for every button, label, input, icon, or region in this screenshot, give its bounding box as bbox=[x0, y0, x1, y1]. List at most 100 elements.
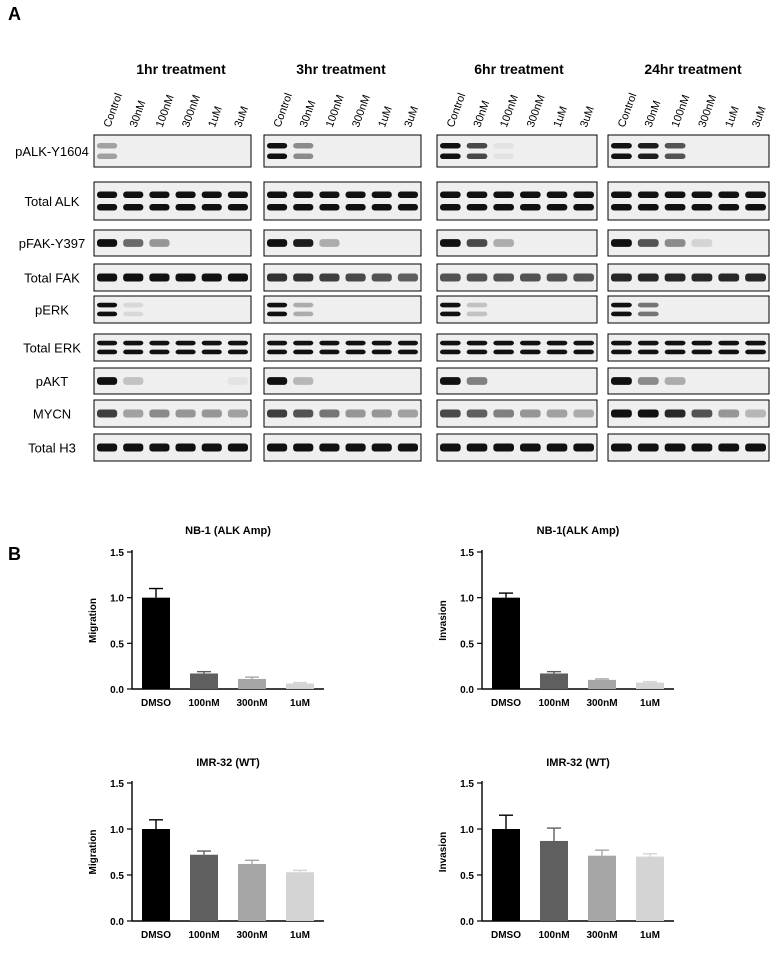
blot-band bbox=[637, 143, 659, 149]
blot-band bbox=[440, 409, 461, 418]
bar bbox=[190, 854, 218, 921]
blot-row-label: pERK bbox=[35, 303, 69, 318]
blot-band bbox=[546, 204, 568, 211]
lane-label: 100nM bbox=[670, 93, 693, 129]
blot-band bbox=[123, 377, 144, 385]
blot-band bbox=[123, 349, 144, 355]
blot-band bbox=[149, 443, 170, 452]
blot-band bbox=[97, 204, 118, 211]
blot-band bbox=[149, 349, 170, 355]
blot-strip bbox=[93, 181, 252, 221]
blot-band bbox=[319, 191, 340, 198]
blot-band bbox=[97, 191, 118, 198]
blot-band bbox=[267, 443, 288, 452]
blot-band bbox=[123, 191, 144, 198]
lane-label: 30nM bbox=[128, 99, 149, 129]
blot-band bbox=[493, 443, 514, 452]
blot-band bbox=[123, 204, 144, 211]
blot-band bbox=[97, 311, 118, 317]
blot-band bbox=[149, 204, 170, 211]
blot-strip bbox=[436, 134, 598, 168]
blot-band bbox=[345, 349, 366, 355]
blot-band bbox=[573, 273, 594, 282]
blot-band bbox=[267, 409, 288, 418]
blot-band bbox=[227, 273, 248, 282]
blot-band bbox=[267, 153, 288, 159]
blot-band bbox=[664, 340, 686, 346]
blot-band bbox=[293, 377, 314, 385]
blot-row-label: pALK-Y1604 bbox=[15, 144, 89, 159]
blot-band bbox=[637, 377, 659, 385]
lane-label: 30nM bbox=[298, 99, 319, 129]
lane-label: Control bbox=[102, 92, 125, 129]
blot-band bbox=[293, 349, 314, 355]
blot-band bbox=[520, 443, 541, 452]
blot-band bbox=[664, 377, 686, 385]
bar bbox=[286, 683, 314, 689]
blot-band bbox=[691, 204, 713, 211]
blot-strip bbox=[607, 263, 770, 292]
blot-band bbox=[293, 302, 314, 308]
lane-label: 100nM bbox=[154, 93, 177, 129]
blot-band bbox=[97, 143, 118, 149]
lane-label: 30nM bbox=[472, 99, 493, 129]
blot-band bbox=[611, 311, 632, 317]
blot-band bbox=[573, 349, 594, 355]
blot-band bbox=[520, 340, 541, 346]
blot-band bbox=[466, 191, 488, 198]
blot-strip bbox=[93, 134, 252, 168]
blot-band bbox=[371, 443, 392, 452]
blot-band bbox=[267, 143, 288, 149]
blot-band bbox=[493, 273, 514, 282]
lane-label: 300nM bbox=[180, 93, 203, 129]
blot-row-label: pFAK-Y397 bbox=[19, 236, 86, 251]
blot-strip bbox=[607, 399, 770, 428]
blot-band bbox=[293, 204, 314, 211]
blot-band bbox=[371, 409, 392, 418]
blot-band bbox=[546, 443, 568, 452]
blot-strip bbox=[436, 229, 598, 257]
blot-strip bbox=[263, 333, 422, 362]
blot-band bbox=[397, 443, 418, 452]
blot-band bbox=[149, 409, 170, 418]
blot-band bbox=[611, 302, 632, 308]
blot-band bbox=[267, 340, 288, 346]
x-tick-label: 1uM bbox=[640, 698, 660, 709]
lane-label: 3uM bbox=[750, 105, 769, 129]
blot-band bbox=[637, 191, 659, 198]
blot-band bbox=[493, 239, 514, 247]
blot-strip bbox=[93, 433, 252, 462]
blot-band bbox=[293, 153, 314, 159]
blot-band bbox=[227, 409, 248, 418]
blot-band bbox=[466, 443, 488, 452]
x-tick-label: 100nM bbox=[188, 930, 219, 941]
blot-band bbox=[718, 204, 740, 211]
lane-label: 100nM bbox=[498, 93, 521, 129]
blot-band bbox=[440, 273, 461, 282]
blot-band bbox=[97, 273, 118, 282]
bar bbox=[238, 678, 266, 689]
y-tick-label: 0.5 bbox=[110, 871, 124, 882]
blot-band bbox=[611, 443, 632, 452]
blot-band bbox=[637, 340, 659, 346]
blot-band bbox=[573, 340, 594, 346]
blot-band bbox=[745, 273, 766, 282]
blot-band bbox=[718, 191, 740, 198]
blot-band bbox=[440, 204, 461, 211]
blot-band bbox=[440, 377, 461, 385]
blot-strip bbox=[436, 263, 598, 292]
blot-band bbox=[546, 191, 568, 198]
blot-band bbox=[397, 349, 418, 355]
blot-strip bbox=[263, 433, 422, 462]
blot-band bbox=[611, 143, 632, 149]
lane-label: 300nM bbox=[525, 93, 548, 129]
y-tick-label: 1.0 bbox=[460, 825, 474, 836]
blot-strip bbox=[263, 295, 422, 324]
blot-band bbox=[493, 153, 514, 159]
blot-strip bbox=[93, 263, 252, 292]
blot-band bbox=[520, 409, 541, 418]
blot-band bbox=[201, 273, 222, 282]
blot-band bbox=[520, 349, 541, 355]
blot-band bbox=[718, 409, 740, 418]
